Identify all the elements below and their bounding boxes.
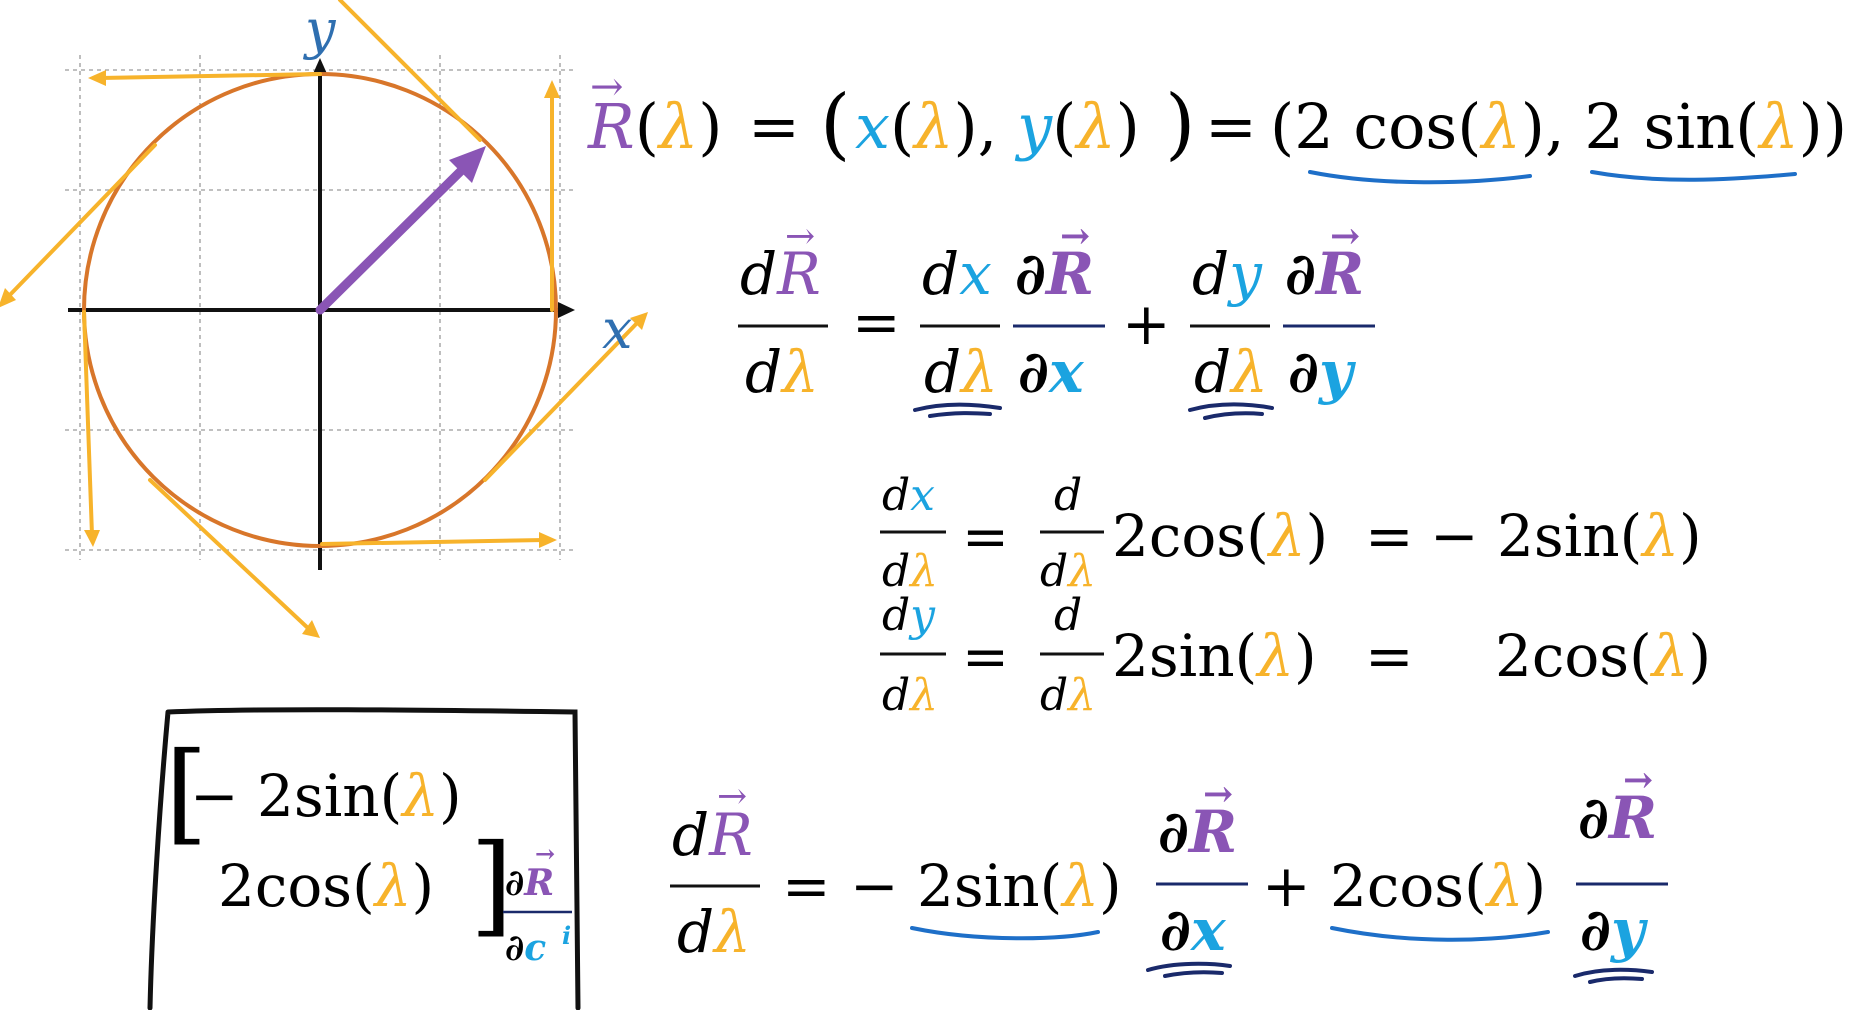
svg-text:∂y: ∂y <box>1288 338 1357 406</box>
pen-underline-final-sin <box>910 926 1100 941</box>
svg-text:=: = <box>962 625 1009 690</box>
svg-text:→: → <box>785 216 815 257</box>
svg-text:dλ: dλ <box>1194 338 1268 406</box>
equation-chain-rule: dR → dλ = dx dλ ∂R → ∂x + dy dλ ∂R → ∂y <box>738 215 1375 420</box>
pen-underline-sin <box>1590 170 1797 182</box>
position-vector <box>315 146 486 315</box>
grid <box>65 55 575 560</box>
symbol-R: R <box>587 90 635 163</box>
svg-text:=: = <box>1365 502 1414 570</box>
equation-final: dR → dλ = − 2sin(λ) ∂R → ∂x + 2cos(λ) ∂R… <box>670 759 1668 984</box>
svg-text:=: = <box>852 288 901 356</box>
svg-text:→: → <box>1330 215 1360 257</box>
svg-text:dR: dR <box>672 801 753 869</box>
svg-text:∂R: ∂R <box>1285 240 1364 308</box>
svg-text:2cos(λ): 2cos(λ) <box>1330 852 1546 920</box>
svg-text:dR: dR <box>740 240 821 308</box>
equation-dy-dlambda: dy dλ = d dλ 2sin(λ) = 2cos(λ) <box>880 590 1711 721</box>
equation-position: R(λ) → = ( x(λ), y(λ) ) = (2 cos(λ), 2 s… <box>587 64 1847 185</box>
svg-text:[: [ <box>165 728 208 856</box>
pen-underline-cos <box>1308 170 1532 185</box>
svg-text:=: = <box>748 90 800 163</box>
svg-text:→: → <box>1623 759 1653 801</box>
pen-underline-final-dy <box>1573 967 1654 984</box>
vector-arrow: → <box>590 64 624 110</box>
svg-text:+: + <box>1262 852 1311 920</box>
x-axis-arrowhead <box>558 302 575 318</box>
svg-text:=: = <box>1365 622 1414 690</box>
svg-text:∂R: ∂R <box>505 862 554 904</box>
x-axis-label: x <box>602 298 632 361</box>
tangent-vectors <box>0 0 648 638</box>
pen-underline-dlambda-1 <box>913 402 1002 418</box>
svg-text:dλ: dλ <box>882 546 938 597</box>
svg-text:2sin(λ): 2sin(λ) <box>1112 622 1317 690</box>
pen-underline-dlambda-2 <box>1188 402 1274 420</box>
svg-text:(2 cos(λ), 2 sin(λ)): (2 cos(λ), 2 sin(λ)) <box>1270 90 1847 163</box>
pen-underline-final-cos <box>1330 926 1550 942</box>
svg-text:=: = <box>1205 90 1257 163</box>
svg-text:x(λ), y(λ): x(λ), y(λ) <box>855 90 1140 163</box>
svg-text:→: → <box>1203 773 1233 815</box>
svg-text:− 2sin(λ): − 2sin(λ) <box>1430 502 1702 570</box>
y-axis-arrowhead <box>312 58 328 76</box>
svg-text:i: i <box>562 921 571 950</box>
svg-text:→: → <box>535 839 555 868</box>
svg-text:→: → <box>717 776 747 817</box>
svg-text:dλ: dλ <box>1040 546 1096 597</box>
svg-text:dλ: dλ <box>677 898 751 966</box>
pen-box <box>147 707 581 1010</box>
svg-text:dλ: dλ <box>1040 670 1096 721</box>
svg-text:d: d <box>1054 590 1082 641</box>
boxed-component-vector: [ − 2sin(λ) 2cos(λ) ] ∂R → ∂c i <box>147 707 581 1010</box>
svg-text:R(λ): R(λ) <box>587 90 722 163</box>
svg-text:− 2sin(λ): − 2sin(λ) <box>190 762 462 830</box>
svg-text:=: = <box>782 852 831 920</box>
circle-diagram: y x <box>0 0 648 638</box>
svg-text:): ) <box>1165 79 1195 169</box>
svg-text:]: ] <box>470 820 513 948</box>
equation-dx-dlambda: dx dλ = d dλ 2cos(λ) = − 2sin(λ) <box>880 470 1702 597</box>
svg-text:dx: dx <box>922 240 992 308</box>
svg-text:(: ( <box>820 79 850 169</box>
svg-text:+: + <box>1122 290 1171 358</box>
svg-text:2cos(λ): 2cos(λ) <box>218 852 434 920</box>
svg-text:− 2sin(λ): − 2sin(λ) <box>850 852 1122 920</box>
svg-text:dy: dy <box>1192 240 1263 308</box>
svg-text:dλ: dλ <box>924 338 998 406</box>
svg-text:∂x: ∂x <box>1160 896 1227 964</box>
svg-text:dy: dy <box>882 590 936 641</box>
pen-underline-final-dx <box>1146 961 1232 978</box>
svg-text:=: = <box>962 505 1009 570</box>
svg-text:→: → <box>1060 215 1090 257</box>
svg-text:dλ: dλ <box>882 670 938 721</box>
svg-text:∂x: ∂x <box>1018 338 1085 406</box>
svg-text:dx: dx <box>882 470 935 521</box>
svg-text:∂c: ∂c <box>505 927 546 969</box>
svg-text:2cos(λ): 2cos(λ) <box>1112 502 1328 570</box>
svg-text:dλ: dλ <box>745 338 819 406</box>
svg-text:∂R: ∂R <box>1015 240 1094 308</box>
svg-text:d: d <box>1054 470 1082 521</box>
svg-text:∂R: ∂R <box>1578 784 1657 852</box>
y-axis-label: y <box>303 0 337 61</box>
svg-text:∂R: ∂R <box>1158 798 1237 866</box>
svg-text:∂y: ∂y <box>1580 896 1649 964</box>
svg-text:2cos(λ): 2cos(λ) <box>1495 622 1711 690</box>
